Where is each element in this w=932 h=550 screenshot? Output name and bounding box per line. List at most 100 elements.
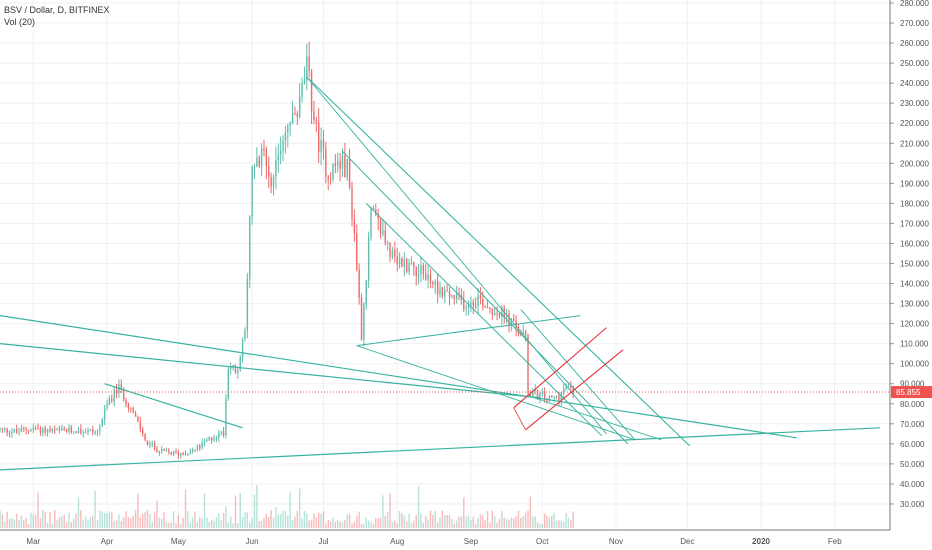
y-tick-label: 150.000 xyxy=(900,260,929,269)
trend-line xyxy=(0,315,797,439)
volume-bar xyxy=(82,520,84,528)
candle-body xyxy=(346,158,348,177)
candle-body xyxy=(49,429,51,432)
candle-body xyxy=(389,242,391,258)
candle-body xyxy=(82,432,84,434)
channel-line-lower xyxy=(525,349,624,431)
volume-bar xyxy=(498,518,501,528)
volume-bar xyxy=(65,522,68,528)
volume-bar xyxy=(484,520,486,528)
volume-bar xyxy=(263,517,265,528)
volume-bar xyxy=(348,514,351,528)
candle-body xyxy=(329,179,332,181)
candle-body xyxy=(139,421,142,430)
candle-body xyxy=(405,259,408,272)
volume-bar xyxy=(572,511,574,528)
volume-bar xyxy=(327,520,329,528)
candle-body xyxy=(251,166,253,217)
volume-bar xyxy=(389,492,391,528)
volume-bar xyxy=(546,515,548,528)
candle-body xyxy=(18,431,20,433)
volume-bar xyxy=(137,493,139,528)
volume-bar xyxy=(203,493,206,528)
y-tick-label: 30.000 xyxy=(900,500,925,509)
volume-bar xyxy=(158,517,161,528)
candle-body xyxy=(189,451,191,454)
y-tick-label: 160.000 xyxy=(900,239,929,248)
volume-bar xyxy=(401,513,403,528)
volume-bar xyxy=(398,511,401,528)
volume-bar xyxy=(18,519,20,528)
trend-line xyxy=(306,76,607,435)
y-tick-label: 60.000 xyxy=(900,440,925,449)
volume-bar xyxy=(153,511,156,528)
candle-body xyxy=(96,430,99,433)
candle-body xyxy=(241,339,244,358)
candle-body xyxy=(30,430,32,432)
candle-body xyxy=(289,123,291,127)
candle-body xyxy=(558,395,560,401)
volume-bar xyxy=(539,523,541,528)
candle-body xyxy=(382,230,384,234)
candle-body xyxy=(122,388,125,400)
volume-bar xyxy=(94,490,96,528)
candle-body xyxy=(187,453,189,456)
volume-bar xyxy=(558,520,560,528)
volume-bar xyxy=(141,513,144,528)
y-tick-label: 130.000 xyxy=(900,300,929,309)
candle-body xyxy=(20,428,23,432)
volume-bar xyxy=(367,520,370,528)
volume-bar xyxy=(320,513,322,528)
volume-bar xyxy=(515,515,517,528)
candle-body xyxy=(130,407,132,409)
volume-bar xyxy=(510,517,513,528)
candle-body xyxy=(294,112,296,114)
candle-body xyxy=(108,398,111,405)
candle-body xyxy=(372,208,375,210)
volume-bar xyxy=(279,514,282,528)
volume-bar xyxy=(127,517,130,528)
volume-bar xyxy=(532,516,534,528)
candle-body xyxy=(53,429,56,431)
candle-body xyxy=(196,445,199,450)
volume-bar xyxy=(565,513,567,528)
candle-body xyxy=(332,163,334,180)
volume-bar xyxy=(146,510,149,528)
volume-bar xyxy=(11,518,13,528)
candle-body xyxy=(101,419,103,427)
candle-body xyxy=(42,428,44,433)
volume-bar xyxy=(132,515,134,528)
candle-body xyxy=(222,431,225,436)
volume-bar xyxy=(337,519,339,528)
candle-body xyxy=(482,298,484,307)
volume-bar xyxy=(130,517,132,528)
candle-body xyxy=(172,451,175,455)
candle-body xyxy=(386,242,389,244)
candle-body xyxy=(498,314,501,317)
volume-bar xyxy=(474,523,477,528)
volume-bar xyxy=(417,486,420,528)
candle-body xyxy=(408,262,410,272)
candle-body xyxy=(496,313,498,315)
volume-bar xyxy=(386,512,389,528)
y-tick-label: 110.000 xyxy=(900,340,929,349)
y-tick-label: 240.000 xyxy=(900,79,929,88)
candle-body xyxy=(320,139,322,153)
volume-bar xyxy=(244,512,246,528)
volume-bar xyxy=(308,520,310,528)
candle-body xyxy=(175,451,177,453)
volume-bar xyxy=(275,506,277,528)
candle-body xyxy=(225,398,227,436)
volume-bar xyxy=(208,522,211,528)
candle-body xyxy=(265,150,268,166)
candle-body xyxy=(422,265,425,274)
candle-body xyxy=(11,432,13,434)
volume-bar xyxy=(144,512,146,528)
volume-bar xyxy=(46,522,49,528)
y-tick-label: 280.000 xyxy=(900,0,929,8)
candle-body xyxy=(553,396,555,398)
volume-bar xyxy=(53,510,56,528)
volume-bar xyxy=(479,514,482,528)
volume-bar xyxy=(396,523,398,528)
